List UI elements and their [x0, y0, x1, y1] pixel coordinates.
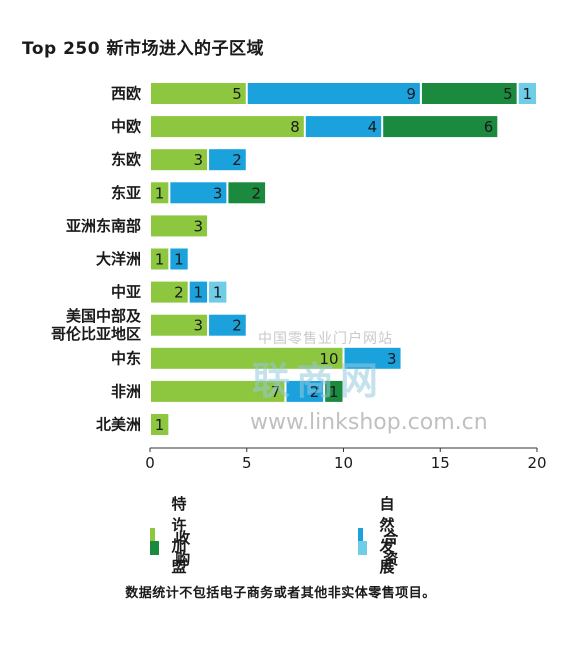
category-label: 亚洲东南部 — [66, 217, 141, 235]
bar-segment — [286, 380, 324, 402]
bar-segment — [518, 83, 536, 104]
bar-value-label: 9 — [406, 85, 416, 103]
bar-segment — [209, 149, 246, 171]
bar-value-label: 3 — [194, 217, 204, 235]
bar-value-label: 1 — [194, 284, 204, 302]
bar-segment — [151, 380, 285, 402]
bar-value-label: 1 — [155, 251, 165, 269]
legend-item-jv: 合资 — [358, 527, 403, 569]
bar-segment — [151, 83, 246, 104]
category-label: 中东 — [111, 349, 141, 367]
bars-layer: 5 9 5 18 4 63 21 3 231 12 1 13 210 37 2 11 — [151, 83, 536, 435]
bar-value-label: 1 — [155, 416, 165, 434]
bar-value-label: 8 — [290, 118, 300, 136]
category-label: 哥伦比亚地区 — [51, 325, 141, 343]
bar-segment — [151, 215, 208, 237]
bar-segment — [209, 314, 246, 336]
legend-item-organic: 自然发展 — [358, 493, 403, 577]
category-label: 西欧 — [111, 85, 141, 103]
category-label: 东亚 — [111, 184, 141, 202]
bar-value-label: 1 — [329, 383, 339, 401]
bar-value-label: 1 — [155, 184, 165, 202]
category-label: 中亚 — [111, 283, 141, 301]
bar-value-label: 5 — [503, 85, 513, 103]
category-label: 东欧 — [111, 151, 141, 169]
legend-label-jv: 合资 — [383, 529, 399, 568]
legend-swatch-jv — [358, 541, 368, 555]
bar-segment — [247, 83, 420, 104]
bar-value-label: 7 — [271, 383, 281, 401]
legend-swatch-franchise — [150, 528, 156, 542]
bar-value-label: 1 — [174, 251, 184, 269]
bar-segment — [151, 182, 169, 204]
bar-value-label: 3 — [194, 151, 204, 169]
legend-item-acquisition: 收购 — [150, 527, 195, 569]
legend-label-franchise: 特许加盟 — [171, 495, 187, 576]
x-axis-ticks: 0 5 10 15 20 — [145, 448, 547, 470]
bar-segment — [305, 116, 382, 138]
bar-value-label: 2 — [232, 151, 242, 169]
bar-value-label: 3 — [387, 350, 397, 368]
legend-swatch-organic — [358, 528, 364, 542]
bar-value-label: 2 — [252, 184, 262, 202]
bar-segment — [189, 281, 208, 303]
bar-segment — [421, 83, 517, 104]
legend-label-acquisition: 收购 — [175, 529, 191, 568]
category-label: 非洲 — [111, 382, 141, 400]
bar-segment — [383, 116, 498, 138]
bar-segment — [325, 380, 343, 402]
bar-segment — [344, 347, 401, 369]
bar-value-label: 1 — [213, 284, 223, 302]
bar-value-label: 2 — [174, 284, 184, 302]
bar-segment — [151, 116, 304, 138]
x-tick-label: 20 — [527, 454, 546, 470]
x-tick-label: 0 — [145, 454, 155, 470]
bar-segment — [170, 182, 227, 204]
bar-segment — [209, 281, 227, 303]
bar-value-label: 5 — [232, 85, 242, 103]
bar-value-label: 4 — [368, 118, 378, 136]
chart-title: Top 250 新市场进入的子区域 — [22, 39, 265, 59]
bar-segment — [151, 414, 169, 435]
bar-segment — [170, 248, 188, 270]
category-label: 中欧 — [111, 118, 141, 136]
legend-swatch-acquisition — [150, 541, 160, 555]
category-label: 美国中部及 — [66, 307, 142, 325]
x-tick-label: 15 — [431, 454, 450, 470]
bar-segment — [151, 149, 208, 171]
category-label: 北美洲 — [96, 416, 141, 434]
bar-value-label: 2 — [232, 317, 242, 335]
bar-value-label: 3 — [194, 317, 204, 335]
bar-value-label: 10 — [319, 350, 338, 368]
bar-segment — [151, 281, 188, 303]
x-tick-label: 5 — [242, 454, 252, 470]
bar-segment — [228, 182, 266, 204]
x-tick-label: 10 — [334, 454, 353, 470]
bar-value-label: 2 — [310, 383, 320, 401]
bar-value-label: 1 — [522, 85, 532, 103]
legend-item-franchise: 特许加盟 — [150, 493, 195, 577]
bar-value-label: 3 — [213, 184, 223, 202]
bar-segment — [151, 314, 208, 336]
category-label: 大洋洲 — [96, 250, 141, 268]
stacked-bar-chart: 5 9 5 18 4 63 21 3 231 12 1 13 210 37 2 11 西欧中欧东欧东亚亚洲东南… — [51, 83, 547, 470]
legend-label-organic: 自然发展 — [379, 495, 395, 576]
bar-segment — [151, 347, 343, 369]
bar-segment — [151, 248, 169, 270]
bar-value-label: 6 — [484, 118, 494, 136]
footnote: 数据统计不包括电子商务或者其他非实体零售项目。 — [125, 586, 436, 601]
